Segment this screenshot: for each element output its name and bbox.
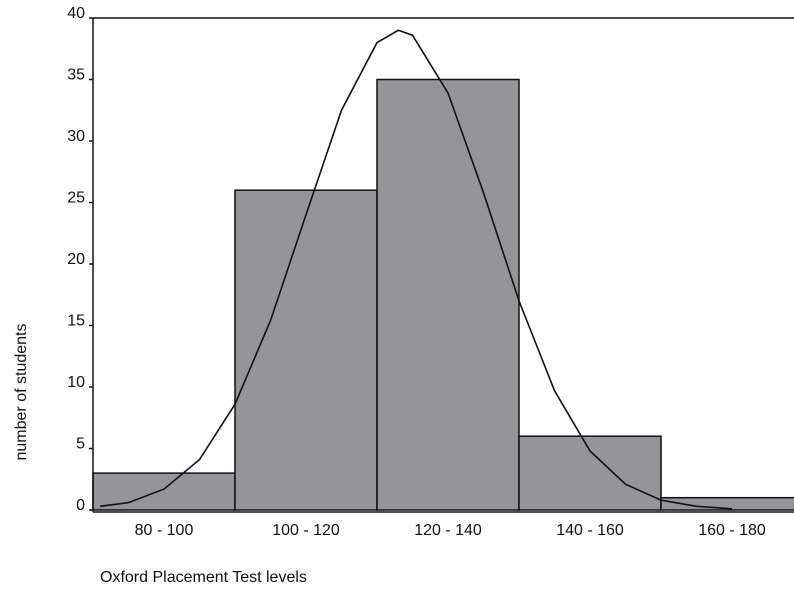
y-tick-label: 30 — [67, 128, 85, 145]
normal-curve — [99, 29, 733, 510]
x-tick-label: 140 - 160 — [556, 522, 624, 539]
y-tick-label: 25 — [67, 190, 85, 207]
y-tick-label: 40 — [67, 5, 85, 22]
x-tick-label: 160 - 180 — [698, 522, 766, 539]
bar — [234, 189, 378, 511]
y-tick-label: 35 — [67, 67, 85, 84]
y-tick-label: 20 — [67, 251, 85, 268]
x-axis-title: Oxford Placement Test levels — [100, 569, 307, 586]
y-tick-label: 5 — [76, 436, 85, 453]
y-tick-label: 15 — [67, 313, 85, 330]
x-tick-label: 120 - 140 — [414, 522, 482, 539]
bar — [660, 496, 794, 511]
y-axis-title: number of students — [13, 324, 30, 461]
x-tick-label: 100 - 120 — [272, 522, 340, 539]
y-tick-label: 10 — [67, 374, 85, 391]
bar — [376, 78, 520, 511]
y-tick-label: 0 — [76, 497, 85, 514]
x-tick-label: 80 - 100 — [135, 522, 194, 539]
bar — [518, 435, 662, 511]
